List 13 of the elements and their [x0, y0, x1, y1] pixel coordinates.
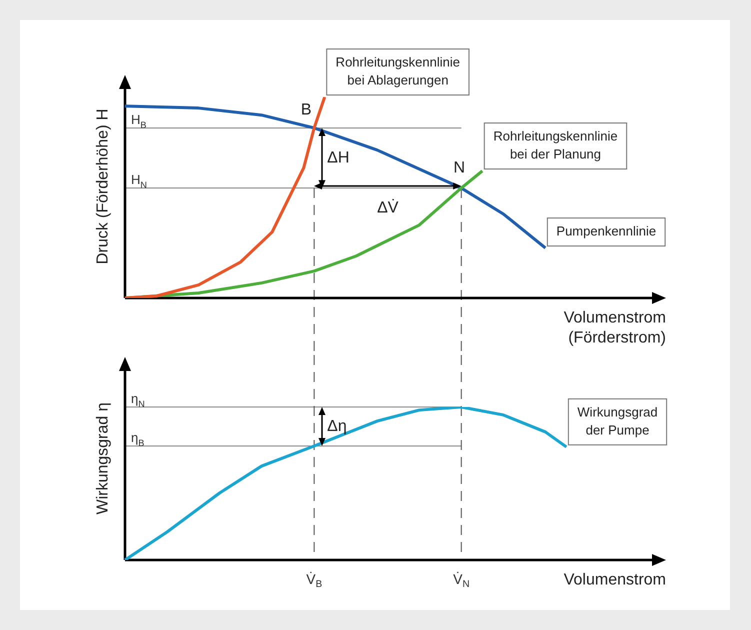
x-axis-title: Volumenstrom: [564, 571, 666, 588]
y-axis-title: Druck (Förderhöhe) H: [94, 108, 112, 264]
annotation: N: [454, 159, 466, 176]
series-label: Pumpenkennlinie: [556, 224, 656, 239]
series-label: Rohrleitungskennlinie bei Ablagerungen: [336, 54, 460, 88]
annotation: B: [300, 101, 312, 118]
annotation: ΔH: [327, 149, 350, 166]
series-label: Rohrleitungskennlinie bei der Planung: [493, 128, 618, 162]
annotation: Δη: [327, 418, 347, 435]
x-axis-title: Volumenstrom (Förderstrom): [564, 309, 666, 346]
annotation: ΔV̇: [377, 198, 399, 216]
series-label: Wirkungsgrad der Pumpe: [577, 404, 658, 438]
y-axis-title: Wirkungsgrad η: [94, 402, 112, 515]
